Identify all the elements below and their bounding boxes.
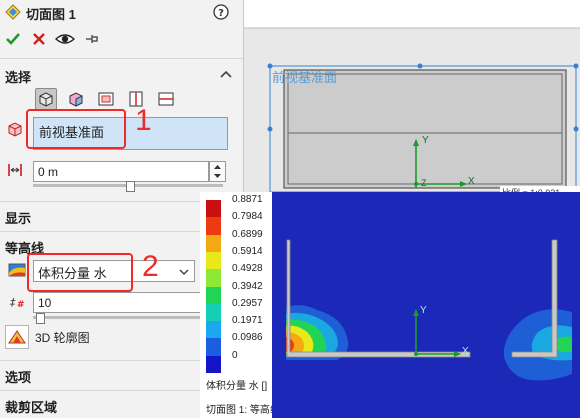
color-map-icon <box>8 263 26 277</box>
xy-plane-button[interactable] <box>95 88 117 110</box>
scale-label: 比例 = 1:0.021 <box>502 188 561 193</box>
offset-value: 0 m <box>38 165 59 179</box>
xy-plane-icon <box>98 92 114 106</box>
selection-header-label: 选择 <box>5 70 32 85</box>
legend-swatch <box>206 251 221 270</box>
clip-region-section-header[interactable]: 裁剪区域 <box>0 394 243 416</box>
contour-plot <box>272 192 580 418</box>
pushpin-icon[interactable] <box>84 31 100 47</box>
axis-y-label: Y <box>422 135 429 146</box>
chevron-up-icon[interactable] <box>219 68 233 78</box>
offset-slider-thumb[interactable] <box>126 181 135 192</box>
zx-plane-button[interactable] <box>155 88 177 110</box>
yz-plane-icon <box>129 91 143 107</box>
checkmark-icon[interactable] <box>5 31 21 47</box>
contours-section-header[interactable]: 等高线 <box>0 235 243 257</box>
options-header-label: 选项 <box>5 370 32 385</box>
legend-value: 0.2957 <box>232 297 263 309</box>
eye-icon[interactable] <box>54 31 76 47</box>
plane-label: 前视基准面 <box>272 70 338 85</box>
legend-value: 0.7984 <box>232 211 263 223</box>
color-legend: 0.8871 0.7984 0.6899 0.5914 0.4928 0.3942 0.29… <box>200 192 272 418</box>
chevron-down-icon <box>178 266 190 276</box>
contours-header-label: 等高线 <box>5 241 45 256</box>
divider <box>0 390 243 391</box>
annotation-box-2 <box>27 253 133 292</box>
color-cube-icon <box>69 92 83 107</box>
levels-icon: ‡ # <box>9 295 25 310</box>
plane-selection-field[interactable]: 前视基准面 <box>33 117 228 150</box>
graphics-viewport[interactable]: 前视基准面 Y X Z 比例 = 1:0.021 Y X <box>244 0 580 418</box>
display-section-header[interactable]: 显示 <box>0 205 243 227</box>
plot-title: 切面图 1: 等高线 <box>206 405 272 416</box>
contour-axis-x-label: X <box>462 346 469 357</box>
divider <box>0 231 243 232</box>
legend-swatch <box>206 200 221 218</box>
plane-selection-value: 前视基准面 <box>39 125 105 140</box>
legend-swatch <box>206 321 221 339</box>
model-view <box>244 0 580 192</box>
offset-input[interactable]: 0 m <box>33 161 209 182</box>
contour-3d-label: 3D 轮廓图 <box>35 331 90 345</box>
legend-value: 0.5914 <box>232 245 263 257</box>
legend-title: 体积分量 水 [] <box>206 381 268 392</box>
legend-swatch <box>206 269 221 287</box>
color-plane-button[interactable] <box>65 88 87 110</box>
legend-value: 0.3942 <box>232 280 263 292</box>
divider <box>0 58 243 59</box>
legend-swatch <box>206 234 221 253</box>
axis-x-label: X <box>468 176 475 187</box>
svg-text:#: # <box>17 300 25 309</box>
divider <box>0 360 243 361</box>
contour-left-region <box>286 305 349 360</box>
legend-value: 0 <box>232 349 238 361</box>
levels-slider-thumb[interactable] <box>36 313 45 324</box>
legend-value: 0.8871 <box>232 194 263 205</box>
plane-selection-button[interactable] <box>35 88 57 110</box>
parameter-value: 体积分量 水 <box>38 266 107 281</box>
offset-distance-icon <box>7 163 23 177</box>
legend-value: 0.0986 <box>232 332 263 344</box>
legend-value: 0.6899 <box>232 228 263 240</box>
offset-spinner[interactable] <box>209 161 226 182</box>
zx-plane-icon <box>158 92 174 106</box>
legend-value: 0.1971 <box>232 315 263 327</box>
legend-swatch <box>206 355 221 374</box>
svg-text:‡: ‡ <box>9 296 16 309</box>
legend-value: 0.4928 <box>232 263 263 275</box>
x-icon[interactable] <box>31 31 47 47</box>
contour-3d-icon <box>5 325 29 349</box>
cut-plot-icon <box>5 4 21 20</box>
plane-reference-icon <box>6 120 24 138</box>
display-header-label: 显示 <box>5 211 32 226</box>
options-section-header[interactable]: 选项 <box>0 364 243 386</box>
levels-slider-track[interactable] <box>33 316 241 319</box>
annotation-number-1: 1 <box>135 104 152 137</box>
levels-value: 10 <box>38 296 52 310</box>
axis-z-label: Z <box>421 178 427 188</box>
annotation-box-1 <box>26 109 126 149</box>
contour-3d-button[interactable]: 3D 轮廓图 <box>5 325 115 349</box>
legend-swatch <box>206 338 221 357</box>
contour-axis-y-label: Y <box>420 305 427 316</box>
parameter-dropdown[interactable]: 体积分量 水 <box>33 260 195 282</box>
clip-region-header-label: 裁剪区域 <box>5 400 58 415</box>
levels-input[interactable]: 10 <box>33 292 245 313</box>
panel-title: 切面图 1 <box>26 7 76 22</box>
selection-section-header[interactable]: 选择 <box>0 64 243 86</box>
annotation-number-2: 2 <box>142 250 159 283</box>
question-circle-icon[interactable]: ? <box>213 4 229 20</box>
svg-text:?: ? <box>218 8 224 19</box>
legend-swatch <box>206 217 221 236</box>
yz-plane-button[interactable] <box>125 88 147 110</box>
legend-swatch <box>206 303 221 322</box>
cube-plane-icon <box>39 92 53 107</box>
divider <box>0 201 243 202</box>
legend-swatch <box>206 286 221 305</box>
